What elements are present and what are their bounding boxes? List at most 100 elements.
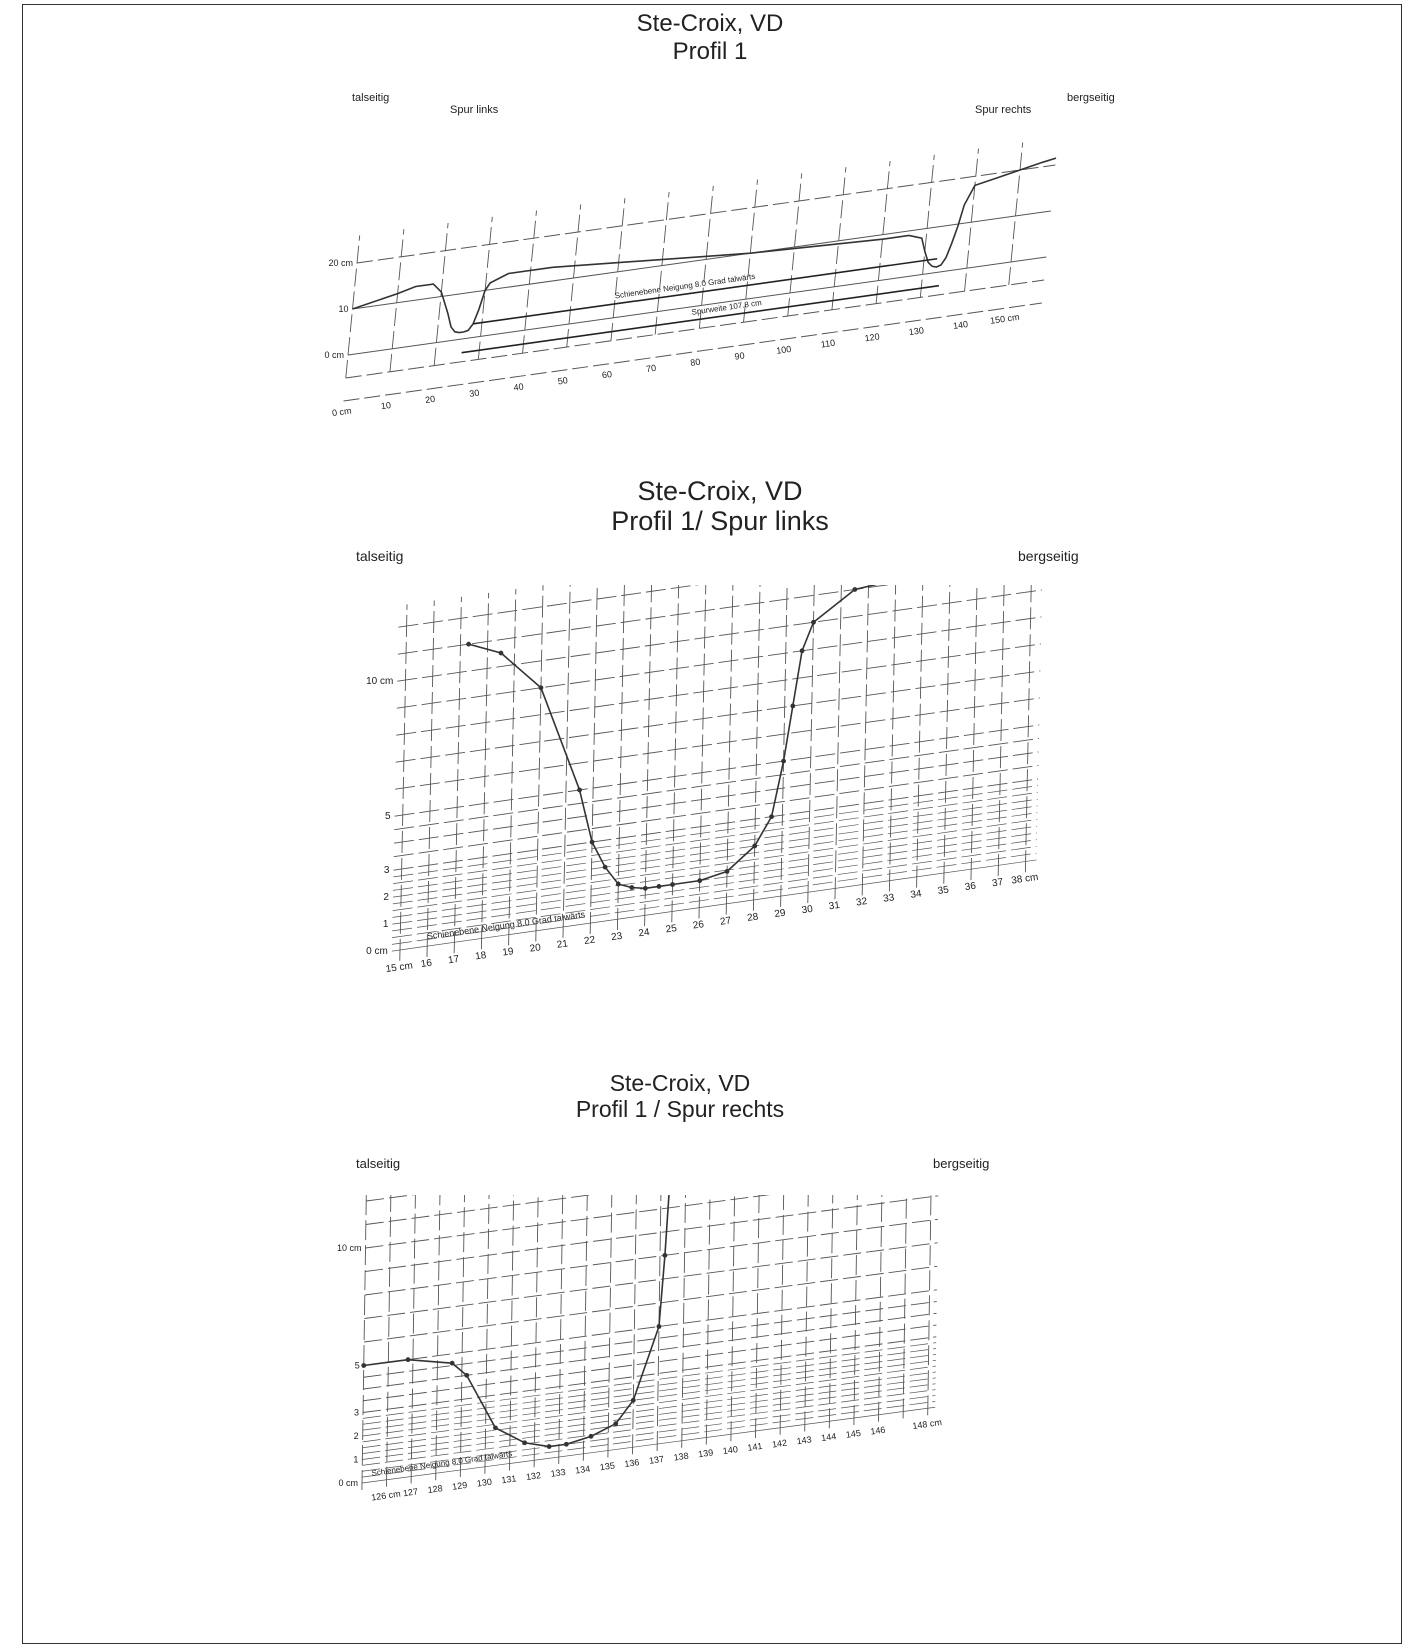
chart2-vgrid-line [453,596,462,954]
chart2-data-point [538,685,544,691]
chart3-data-point [464,1372,470,1378]
chart1-x-tick-label: 70 [645,363,656,374]
chart3-x-tick-label: 145 [845,1428,861,1440]
chart3-vgrid-line [509,1195,515,1471]
chart2-data-point [615,881,621,887]
chart3-hgrid-line [362,1342,937,1419]
chart3-vgrid-line [927,1195,932,1416]
chart3-data-point [449,1360,455,1366]
chart2-data-point [790,703,796,709]
chart3-vgrid-line [632,1195,637,1455]
chart2-x-tick-labels: 15 cm 16 17 18 19 20 21 22 23 24 25 26 27 28 29 30 31 32 3… [385,872,1039,975]
chart3-x-tick-label: 130 [476,1477,492,1489]
chart2-data-point [656,884,662,889]
chart1-spur-left-label: Spur links [450,104,499,116]
chart2-vgrid-line [644,585,652,927]
chart2-vgrid-line [535,585,544,942]
chart2-hgrid-line [393,778,1039,871]
chart2-x-tick-label: 24 [638,927,651,940]
chart2-x-tick-label: 23 [611,931,624,944]
chart1-vgrid-line [831,167,847,310]
chart3-vgrid-line [459,1195,465,1478]
page-frame [22,4,1402,1644]
chart2-data-point [642,885,648,891]
chart2-data-point [752,843,758,849]
chart2-data-point [724,869,730,874]
chart2-vgrid-line [671,585,680,923]
chart2-hgrid-line [393,751,1039,844]
chart2-side-left: talseitig [356,548,404,564]
chart2-y-tick-label: 1 [383,919,389,930]
chart1-hgrid-line [347,256,1047,356]
chart1-x-tick-label: 80 [690,357,701,368]
chart1-vgrid-line [477,216,493,360]
chart3-vgrid-line [386,1195,392,1487]
chart3-y-tick-label: 1 [353,1455,358,1465]
chart3-x-tick-label: 141 [747,1441,763,1453]
chart1-vgrid-line [433,222,449,366]
chart2-vgrid-line [426,600,435,957]
chart3-x-tick-label: 144 [821,1431,837,1443]
chart3-x-tick-label: 143 [796,1434,812,1446]
chart3-x-tick-label: 142 [771,1438,787,1450]
chart1-series-line [352,157,1057,334]
chart3-hgrid-line [365,1195,771,1249]
chart3-data-point [656,1324,662,1329]
chart1-side-left: talseitig [352,92,390,104]
chart3-side-right: bergseitig [933,1156,990,1171]
chart2-hgrid-line [392,846,1037,939]
chart3-data-point [630,1397,636,1403]
chart1-x-tick-label: 100 [776,344,792,356]
chart3-hgrid-line [365,1195,939,1272]
chart1-y-tick-label: 10 [338,304,348,314]
chart3-vgrid-line [656,1195,662,1452]
chart3-x-tick-label: 127 [402,1486,418,1498]
chart2-data-point [498,650,504,656]
chart2-x-tick-label: 36 [964,881,977,894]
chart3-plot: 126 cm 127 128 129 130 131 132 133 134 135 136 137 1… [337,1195,942,1503]
chart2-vgrid-line [752,585,761,911]
chart3-subtitle: Profil 1 / Spur rechts [575,1096,785,1122]
chart3-data-point [588,1433,594,1439]
chart3-hgrid-line [362,1371,936,1449]
chart2-hgrid-line [392,812,1038,905]
chart2-data-point [577,787,582,793]
chart2-slope-label: Schienebene Neigung 8.0 Grad talwärts [426,909,586,941]
chart2-x-tick-label: 27 [719,915,732,928]
chart1-slope-label: Schienebene Neigung 8.0 Grad talwärts [614,272,756,301]
chart1-vgrid-line [566,204,582,348]
chart1-vgrid-line [919,154,935,298]
chart2-hgrid-line [391,852,1037,945]
chart2-hgrid-line [392,825,1038,918]
chart2-plot: 15 cm 16 17 18 19 20 21 22 23 24 25 26 27 28 29 30 31 32 3… [366,585,1043,975]
chart1-x-tick-label: 140 [952,319,968,331]
chart2-y-tick-label: 0 cm [366,946,388,957]
chart2-y-tick-label: 2 [383,892,389,903]
chart2-vgrid-line [562,585,571,938]
chart3-vgrid-line [804,1195,809,1432]
chart3-vgrid-line [410,1195,416,1484]
chart3-title-block: Ste-Croix, VD Profil 1 / Spur rechts [520,1070,840,1122]
chart3-vgrid-line [878,1195,883,1422]
chart3-hgrid-line [362,1336,937,1413]
chart2-title: Ste-Croix, VD [637,476,803,506]
chart3-hgrid-line [361,1406,936,1484]
chart1-vgrid-line [875,160,891,304]
chart2-x-tick-label: 31 [828,900,841,913]
chart3-x-tick-label: 136 [624,1457,640,1469]
chart1-slope-arrow [472,257,938,325]
chart2-data-point [466,641,472,647]
chart2-vgrid-line [997,585,1005,877]
chart2-y-tick-labels: 0 cm 1 2 3 5 10 cm [366,676,393,957]
chart1-vgrid-line [522,210,537,354]
chart2-subtitle: Profil 1/ Spur links [611,506,829,536]
chart2-vgrid-line [725,585,734,915]
chart2-x-tick-label: 22 [583,935,596,948]
chart1-y-tick-label: 0 cm [324,350,344,360]
chart3-side-left: talseitig [356,1156,401,1171]
chart1-y-tick-label: 20 cm [328,258,353,268]
chart2-y-tick-label: 10 cm [366,676,393,687]
chart2-data-point [769,814,774,820]
chart2-hgrid-line [393,798,1038,891]
